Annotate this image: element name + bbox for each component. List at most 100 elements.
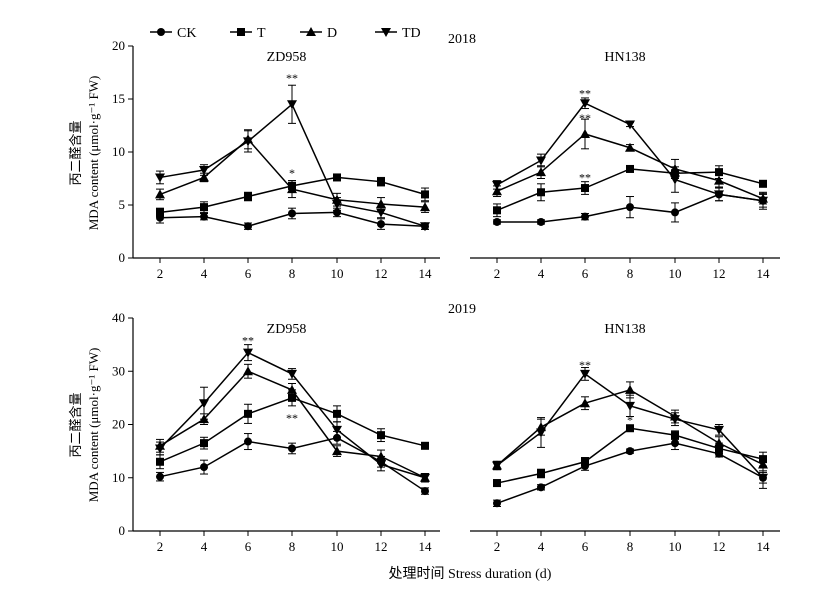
panel-title: HN138 — [604, 50, 645, 65]
x-tick-label: 14 — [419, 539, 433, 554]
data-point-td — [536, 156, 546, 166]
data-point-td — [332, 199, 342, 209]
data-point-t — [244, 409, 252, 418]
x-tick-label: 6 — [245, 539, 252, 554]
x-tick-label: 4 — [538, 539, 545, 554]
y-tick-label: 10 — [112, 144, 125, 159]
data-point-td — [625, 401, 635, 411]
data-point-td — [714, 190, 724, 200]
legend-label-ck: CK — [177, 26, 196, 41]
x-tick-label: 12 — [713, 539, 726, 554]
significance-label: ** — [286, 71, 298, 85]
data-point-td — [536, 428, 546, 438]
data-point-d — [625, 142, 635, 152]
series-ck — [493, 436, 767, 508]
data-point-t — [626, 424, 634, 433]
data-point-td — [758, 473, 768, 483]
significance-label: ** — [286, 411, 298, 425]
legend-label-d: D — [327, 26, 337, 41]
year-label-2018: 2018 — [448, 32, 476, 47]
series-td — [155, 344, 430, 483]
data-point-td — [580, 99, 590, 109]
x-tick-label: 10 — [669, 266, 682, 281]
ylabel-cn-top: 丙二醛含量 — [68, 120, 83, 185]
significance-label: ** — [579, 111, 591, 125]
data-point-ck — [288, 444, 296, 453]
legend-marker-ck — [157, 28, 165, 36]
legend-label-td: TD — [402, 26, 421, 41]
data-point-td — [670, 175, 680, 185]
data-point-td — [420, 473, 430, 483]
data-point-t — [288, 393, 296, 402]
data-point-td — [243, 348, 253, 358]
data-point-t — [200, 439, 208, 448]
data-point-t — [671, 431, 679, 440]
data-point-ck — [244, 222, 252, 231]
data-point-td — [155, 444, 165, 454]
data-point-d — [420, 202, 430, 212]
data-point-ck — [537, 217, 545, 226]
panel-2018-hn138: 2 4 6 8 10 12 14 HN138 ** ** ** — [470, 50, 780, 281]
panel-2019-zd958: 2 4 6 8 10 12 14 0 10 20 30 40 ZD958 ** ** — [112, 310, 440, 554]
series-ck — [156, 207, 429, 231]
y-tick-label: 20 — [112, 417, 125, 432]
data-point-d — [332, 446, 342, 456]
data-point-ck — [537, 483, 545, 492]
data-point-t — [537, 469, 545, 478]
data-point-td — [625, 120, 635, 130]
data-point-t — [421, 190, 429, 199]
x-tick-label: 4 — [201, 539, 208, 554]
series-ck — [156, 430, 429, 496]
x-tick-label: 8 — [289, 539, 296, 554]
y-tick-label: 10 — [112, 470, 125, 485]
data-point-ck — [288, 209, 296, 218]
data-point-ck — [626, 447, 634, 456]
data-point-ck — [377, 220, 385, 229]
data-point-t — [333, 173, 341, 182]
data-point-td — [376, 460, 386, 470]
data-point-td — [420, 222, 430, 232]
data-point-t — [537, 188, 545, 197]
data-point-d — [625, 384, 635, 394]
x-tick-label: 14 — [419, 266, 433, 281]
data-point-td — [670, 415, 680, 425]
data-point-td — [492, 461, 502, 471]
data-point-t — [715, 168, 723, 177]
data-point-td — [199, 166, 209, 176]
data-point-td — [287, 100, 297, 110]
data-point-td — [714, 425, 724, 435]
legend-marker-t — [237, 28, 245, 36]
significance-label: * — [627, 413, 633, 427]
panel-title: ZD958 — [267, 322, 307, 337]
data-point-ck — [671, 439, 679, 448]
legend-marker-td — [381, 28, 391, 37]
data-point-d — [155, 189, 165, 199]
x-tick-label: 10 — [331, 539, 344, 554]
panel-title: ZD958 — [267, 50, 307, 65]
x-tick-label: 6 — [582, 266, 589, 281]
data-point-ck — [626, 203, 634, 212]
data-point-t — [759, 179, 767, 188]
data-point-t — [377, 177, 385, 186]
data-point-ck — [493, 217, 501, 226]
data-point-d — [199, 172, 209, 182]
data-point-t — [626, 164, 634, 173]
series-line-td — [496, 102, 764, 202]
data-point-ck — [581, 212, 589, 221]
x-tick-label: 10 — [669, 539, 682, 554]
data-point-t — [493, 479, 501, 488]
data-point-t — [581, 184, 589, 193]
x-tick-label: 8 — [627, 266, 634, 281]
x-tick-label: 10 — [331, 266, 344, 281]
data-point-d — [287, 184, 297, 194]
significance-label: ** — [579, 358, 591, 372]
ylabel-cn-bottom: 丙二醛含量 — [68, 392, 83, 457]
data-point-t — [493, 206, 501, 215]
data-point-d — [536, 167, 546, 177]
series-td — [155, 84, 430, 232]
x-tick-label: 14 — [757, 539, 771, 554]
data-point-d — [714, 438, 724, 448]
